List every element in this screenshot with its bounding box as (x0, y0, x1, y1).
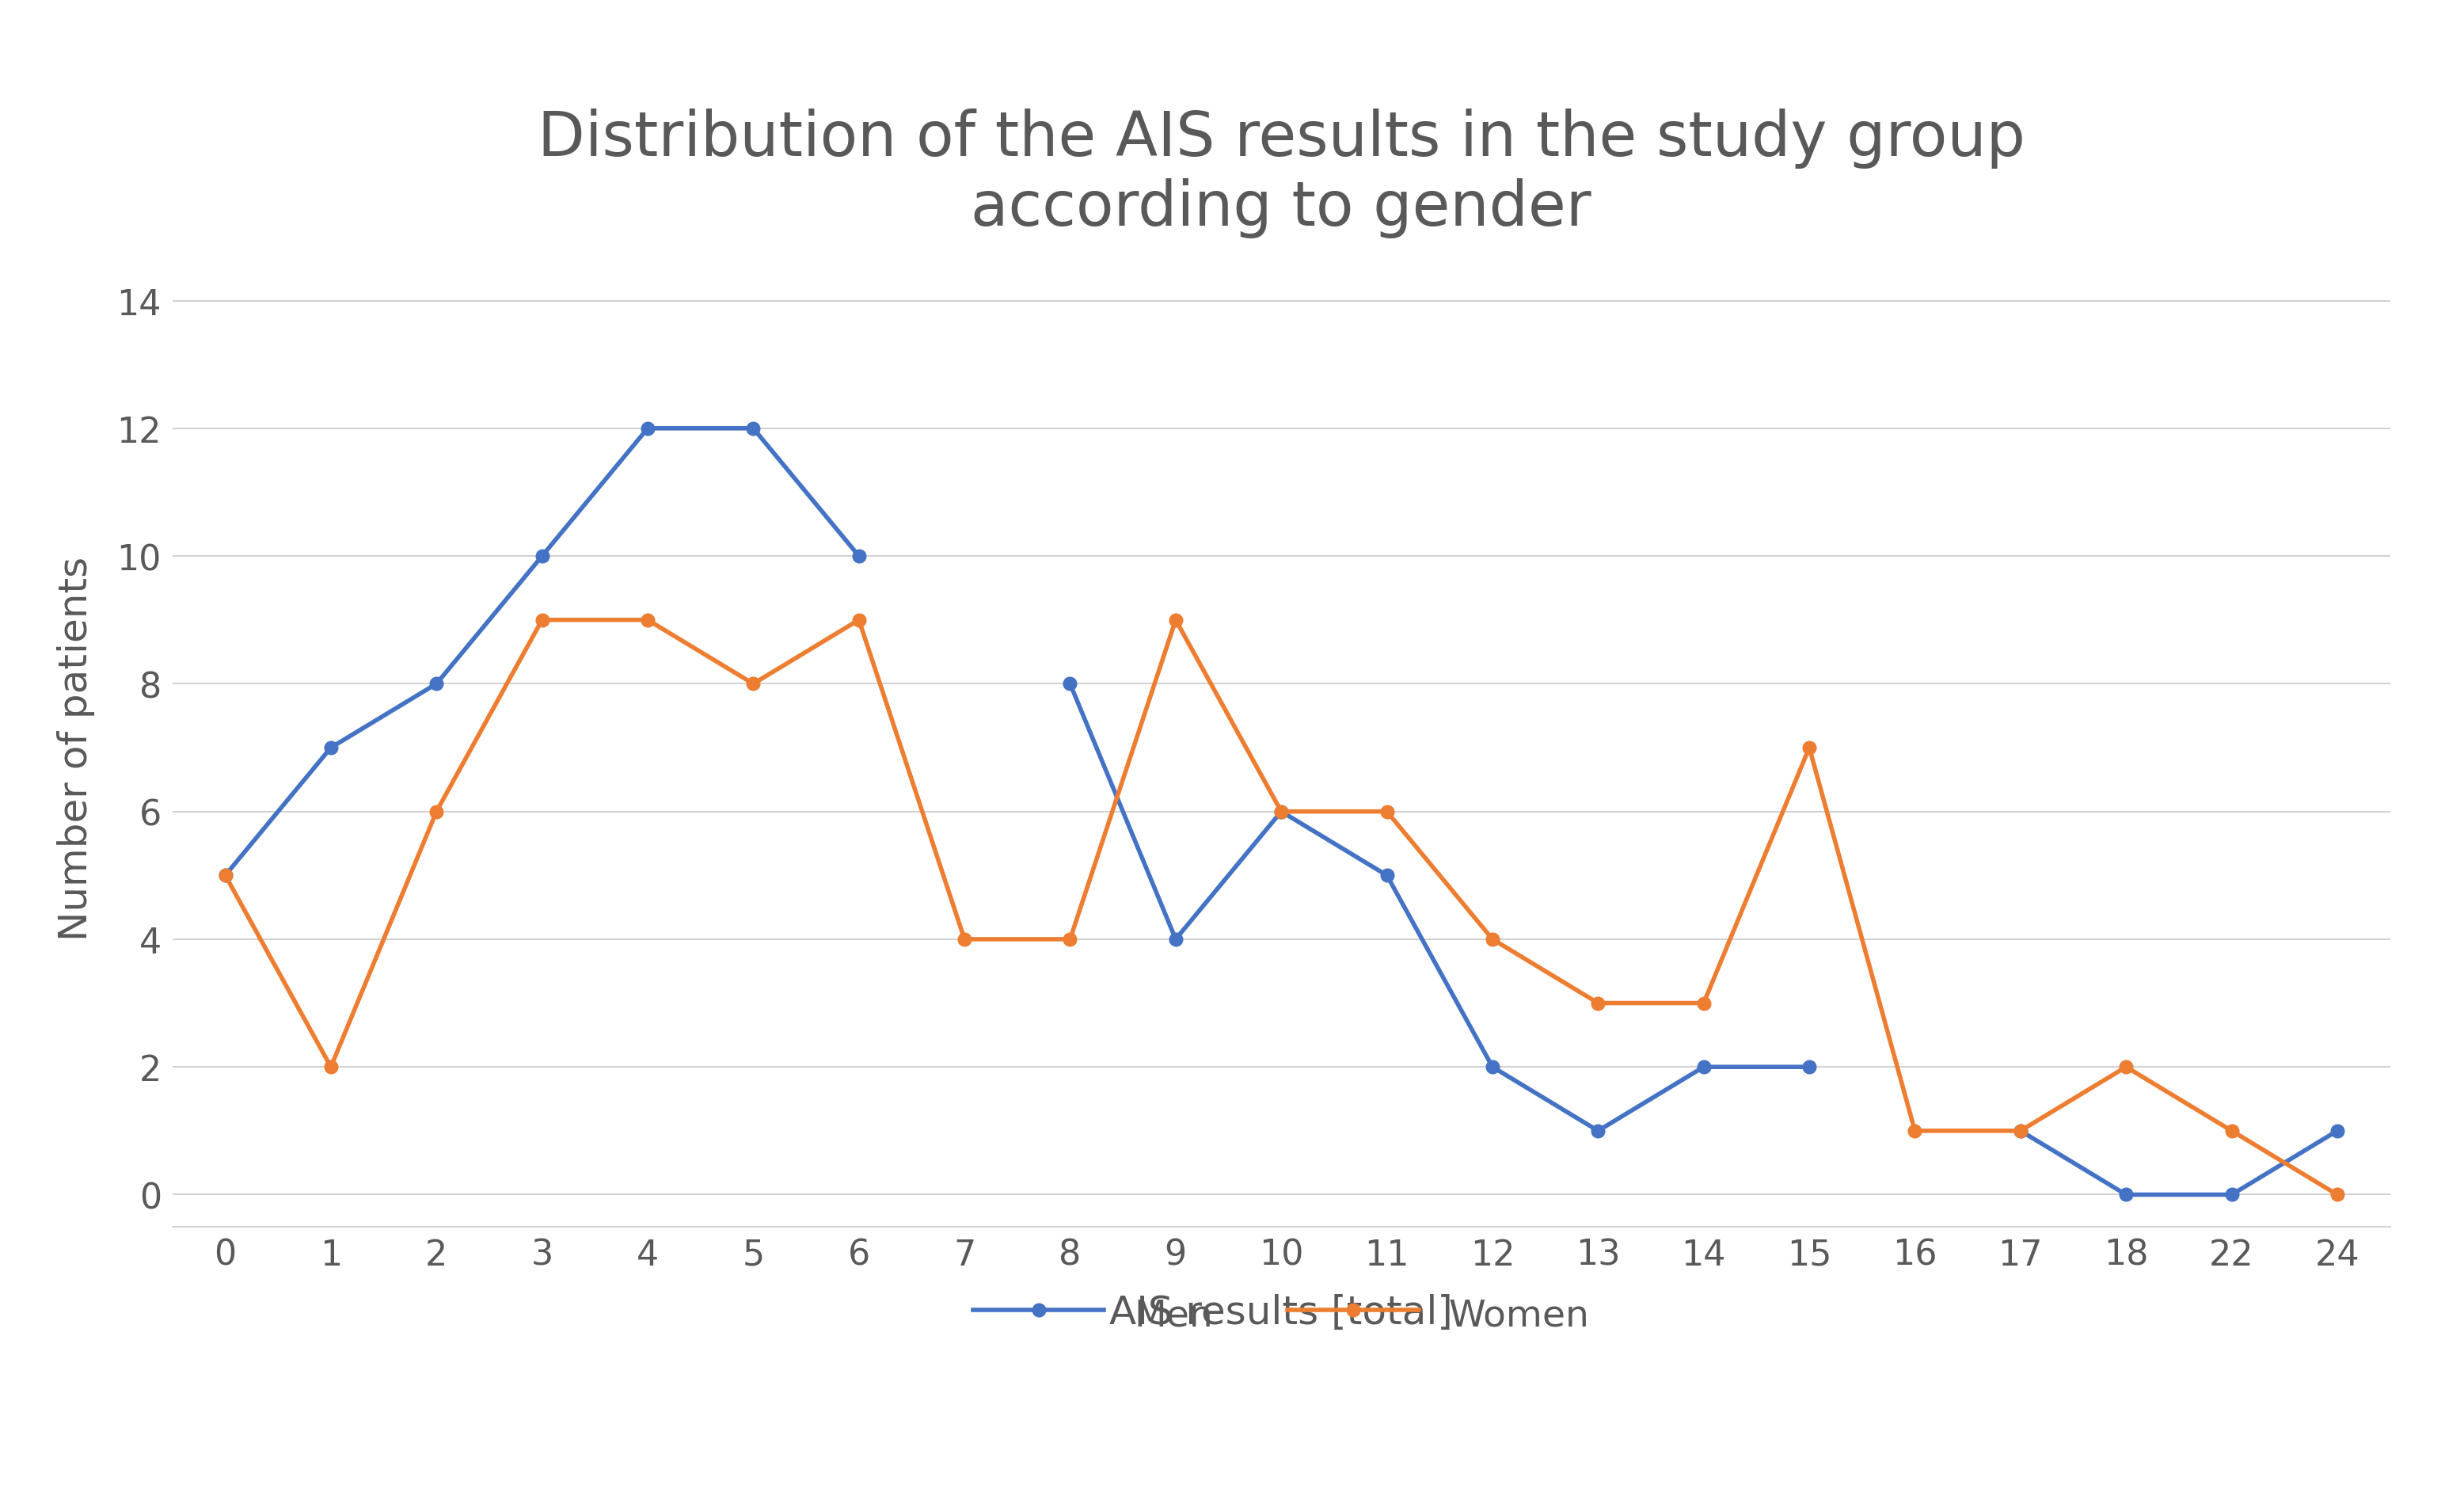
Women (1161, 612, 1190, 630)
Women (2218, 1122, 2247, 1140)
Men (209, 866, 239, 884)
Women (739, 675, 769, 693)
Women (1055, 931, 1084, 948)
Women (1584, 995, 1614, 1013)
Line: Women: Women (219, 613, 2343, 1201)
Women (2112, 1058, 2141, 1076)
Women (1266, 803, 1296, 821)
Men (739, 420, 769, 438)
Women (1372, 803, 1402, 821)
Women (949, 931, 978, 948)
Women (845, 612, 875, 630)
Men (315, 739, 345, 757)
Legend: Men, Women: Men, Women (936, 1257, 1626, 1370)
Line: Men: Men (219, 422, 865, 883)
Men (527, 548, 557, 565)
Women (209, 866, 239, 884)
Women (421, 803, 451, 821)
Women (315, 1058, 345, 1076)
Women (1478, 931, 1508, 948)
Men (845, 548, 875, 565)
Women (1688, 995, 1717, 1013)
Title: Distribution of the AIS results in the study group
according to gender: Distribution of the AIS results in the s… (537, 108, 2025, 238)
Women (633, 612, 663, 630)
X-axis label: AIS results [total]: AIS results [total] (1109, 1294, 1454, 1331)
Men (421, 675, 451, 693)
Women (1900, 1122, 1929, 1140)
Y-axis label: Number of patients: Number of patients (57, 557, 94, 939)
Women (527, 612, 557, 630)
Women (2006, 1122, 2035, 1140)
Men (633, 420, 663, 438)
Women (2324, 1186, 2353, 1204)
Women (1794, 739, 1823, 757)
